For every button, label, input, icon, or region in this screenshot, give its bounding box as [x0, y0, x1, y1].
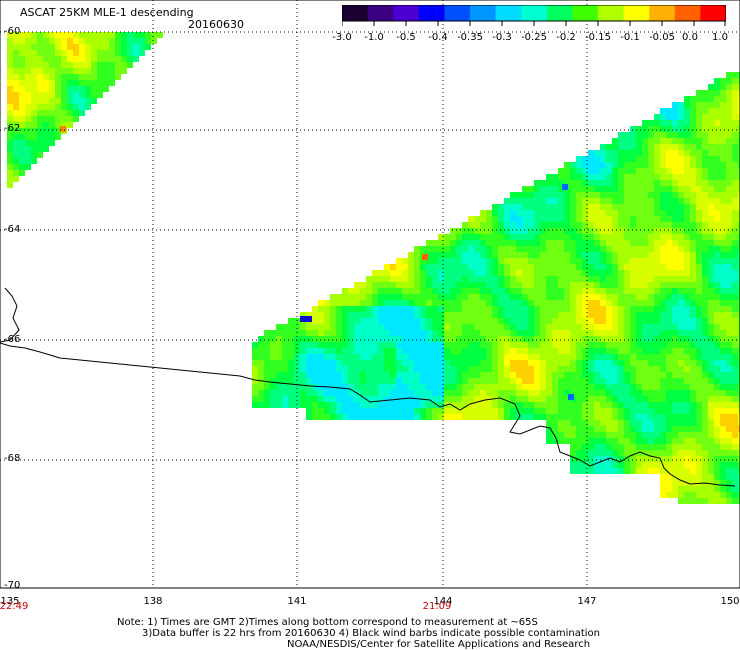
colorbar-tick-label: -0.35 [457, 32, 483, 43]
colorbar-swatch [623, 5, 650, 21]
colorbar-swatch [572, 5, 599, 21]
colorbar-swatch [470, 5, 497, 21]
colorbar-tick-label: -0.05 [649, 32, 675, 43]
graticule [0, 0, 740, 588]
lat-label: -60 [4, 26, 21, 37]
map-date: 20160630 [188, 18, 244, 31]
time-label: 22:49 [0, 601, 29, 612]
colorbar-tick-label: -0.4 [428, 32, 448, 43]
coastline [0, 287, 736, 487]
time-label: 21:09 [422, 601, 452, 612]
colorbar-tick-label: -0.2 [556, 32, 576, 43]
colorbar-swatch [674, 5, 701, 21]
colorbar-tick-label: -0.15 [585, 32, 611, 43]
lat-label: -68 [4, 453, 21, 464]
lon-label: 147 [577, 596, 597, 607]
lat-label: -66 [4, 334, 21, 345]
note-line: NOAA/NESDIS/Center for Satellite Applica… [287, 639, 591, 650]
plot-frame [0, 0, 740, 589]
colorbar-swatch [393, 5, 420, 21]
notes: Note: 1) Times are GMT 2)Times along bot… [117, 617, 600, 650]
lon-label: 141 [287, 596, 307, 607]
map-title: ASCAT 25KM MLE-1 descending [20, 6, 194, 19]
colorbar-swatch [342, 5, 369, 21]
colorbar-swatch [444, 5, 471, 21]
colorbar: -3.0 -1.0 -0.5 -0.4 -0.35 -0.3 -0.25 -0.… [332, 4, 728, 43]
colorbar-swatch [495, 5, 522, 21]
lon-label: 135 [0, 596, 20, 607]
colorbar-tick-label: -3.0 [332, 32, 352, 43]
colorbar-swatch [700, 5, 727, 21]
colorbar-tick-label: -1.0 [364, 32, 384, 43]
lon-label: 150 [720, 596, 740, 607]
colorbar-tick-label: -0.1 [620, 32, 640, 43]
colorbar-swatch [367, 5, 394, 21]
colorbar-tick-label: 0.0 [682, 32, 698, 43]
colorbar-swatch [521, 5, 548, 21]
note-line: 3)Data buffer is 22 hrs from 20160630 4)… [142, 628, 600, 639]
colorbar-swatch [546, 5, 573, 21]
colorbar-tick-label: 1.0 [712, 32, 728, 43]
lon-label: 144 [433, 596, 453, 607]
colorbar-swatch [649, 5, 676, 21]
colorbar-swatch [418, 5, 445, 21]
lat-label: -62 [4, 123, 21, 134]
note-line: Note: 1) Times are GMT 2)Times along bot… [117, 617, 538, 628]
colorbar-tick-label: -0.5 [396, 32, 416, 43]
colorbar-swatches [341, 4, 727, 26]
colorbar-tick-label: -0.25 [521, 32, 547, 43]
lat-label: -70 [4, 580, 21, 591]
colorbar-tick-label: -0.3 [492, 32, 512, 43]
lon-label: 138 [143, 596, 163, 607]
lat-label: -64 [4, 224, 21, 235]
colorbar-swatch [598, 5, 625, 21]
data-swaths [7, 32, 740, 504]
